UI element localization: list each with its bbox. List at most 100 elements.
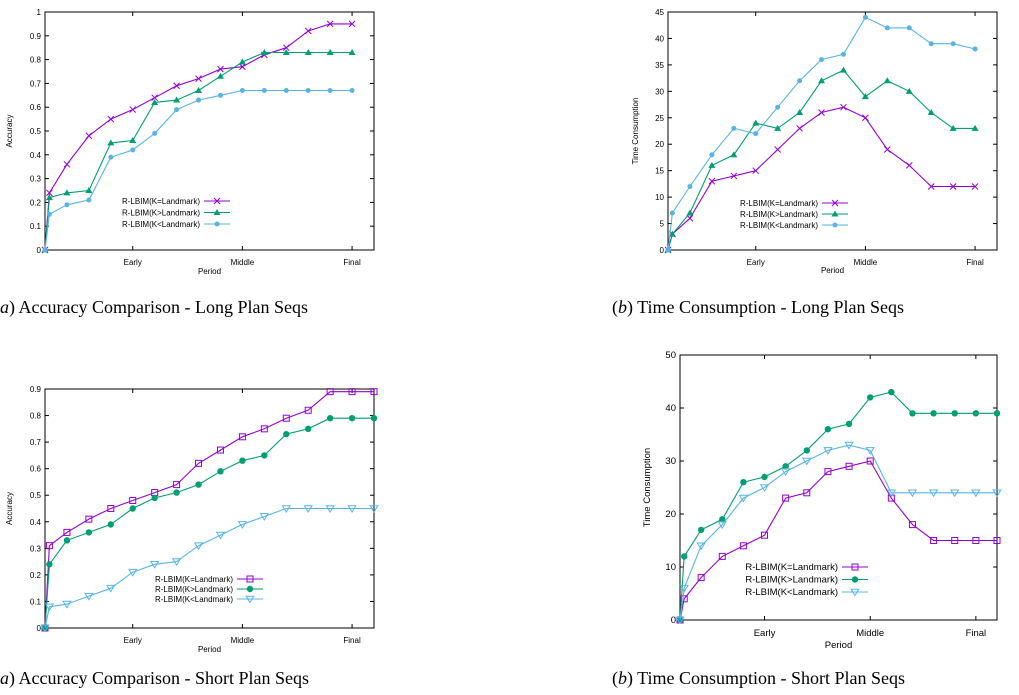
data-point [46,189,53,197]
data-point [63,537,71,544]
series-line [44,391,374,629]
data-point [325,505,335,513]
data-point [696,542,706,551]
data-point [845,462,853,470]
x-tick-label: Final [966,628,987,639]
data-point [348,20,356,28]
data-point [108,154,114,160]
series-line [679,391,997,621]
legend-marker [851,576,859,583]
y-tick-label: 0 [37,246,42,255]
data-point [304,48,312,55]
data-point [326,48,334,55]
data-point [752,119,760,126]
chart-4: 0 10 20 30 40 50 Early Middle Final Period Time Co… [642,350,1002,651]
data-point [195,75,202,82]
data-point [951,537,959,544]
legend-marker [213,209,221,215]
x-tick-label: Final [343,636,361,645]
caption-label: b [618,668,627,688]
data-point [844,441,854,450]
data-point [45,194,53,201]
legend-label: R-LBIM(K>Landmark) [745,575,838,586]
x-axis-label: Period [198,267,221,276]
data-point [195,87,203,94]
series-1 [664,103,979,254]
y-tick-label: 0.9 [30,385,42,394]
data-point [237,521,248,529]
y-tick-label: 0.1 [30,597,42,606]
legend-label: R-LBIM(K<Landmark) [745,587,838,598]
legend-label: R-LBIM(K>Landmark) [740,210,818,219]
data-point [195,481,202,488]
data-point [774,146,782,153]
data-point [668,230,676,237]
data-point [151,494,158,502]
series-line [44,507,374,629]
data-point [85,529,93,536]
y-axis-label: Accuracy [5,492,14,525]
data-point [905,87,913,94]
data-point [950,41,956,47]
legend-label: R-LBIM(K=Landmark) [122,197,200,206]
data-point [972,537,980,544]
y-axis-label: Time Consumption [631,98,640,165]
series-3 [40,505,379,633]
caption-1: a) Accuracy Comparison - Long Plan Seqs [0,297,308,317]
data-point [730,172,738,180]
y-tick-label: 10 [665,562,676,573]
data-point [369,505,379,513]
data-point [305,425,312,433]
data-point [761,473,768,481]
data-point [84,592,94,601]
legend-marker [850,588,860,597]
data-point [992,489,1002,498]
data-point [46,211,52,217]
data-point [149,560,160,569]
y-tick-label: 40 [655,34,664,43]
data-point [85,515,93,523]
data-point [884,25,890,31]
data-point [348,48,356,55]
data-point [173,481,181,489]
data-point [686,214,694,222]
data-point [107,115,115,123]
data-point [348,388,356,396]
data-point [865,447,875,455]
series-line [679,444,997,621]
data-point [949,124,957,131]
data-point [681,553,688,560]
y-tick-label: 0.7 [30,438,42,447]
data-point [861,93,869,100]
data-point [283,88,289,94]
data-point [775,104,781,110]
series-line [667,106,976,251]
data-point [993,410,1001,417]
data-point [708,177,716,185]
data-point [782,463,789,470]
data-point [63,160,71,168]
data-point [216,446,224,454]
data-point [823,447,833,455]
data-point [239,88,245,94]
data-point [675,616,685,625]
plot-frame [679,354,998,621]
y-tick-label: 0.5 [30,127,42,136]
data-point [803,489,811,497]
chart-3: 0 0.1 0.2 0.3 0.4 0.5 0.6 0.7 0.8 0.9 Early Middle F… [5,385,379,654]
x-tick-label: Early [124,636,142,645]
legend-marker [831,199,839,207]
legend-marker [851,563,859,571]
y-tick-label: 0.5 [30,491,42,500]
data-point [305,88,311,94]
data-point [802,457,812,466]
data-point [972,46,978,52]
data-point [927,183,935,190]
y-axis-label: Accuracy [5,115,14,148]
data-point [883,146,891,153]
data-point [930,537,938,544]
y-tick-label: 0 [37,624,42,633]
legend-label: R-LBIM(K<Landmark) [155,595,233,604]
data-point [151,94,159,102]
data-point [718,552,726,560]
